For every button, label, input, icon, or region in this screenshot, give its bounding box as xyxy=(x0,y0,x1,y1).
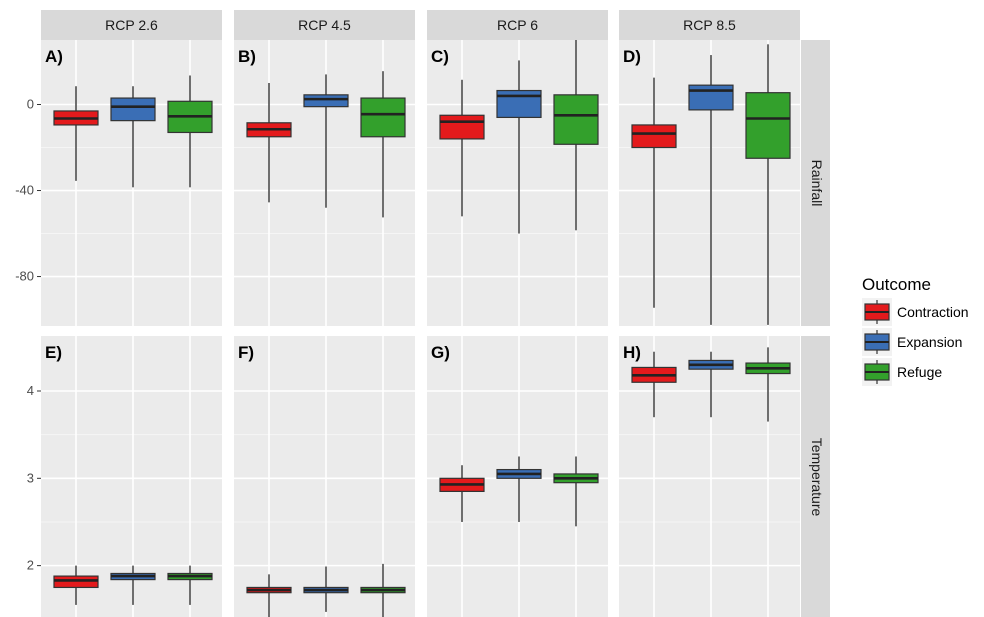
panel-tag-d: D) xyxy=(623,47,641,66)
y-tick-label: 2 xyxy=(27,558,34,573)
strip-label-rcp-4-5: RCP 4.5 xyxy=(298,17,351,33)
panel-background xyxy=(619,40,800,326)
strip-rainfall xyxy=(801,40,830,326)
box-expansion xyxy=(303,94,349,108)
box-refuge xyxy=(360,97,406,138)
panel-tag-g: G) xyxy=(431,343,450,362)
strip-label-rcp-8-5: RCP 8.5 xyxy=(683,17,736,33)
strip-temperature xyxy=(801,336,830,617)
box-expansion xyxy=(110,97,156,122)
box-refuge xyxy=(553,94,599,145)
legend-label-expansion: Expansion xyxy=(897,334,962,350)
panel-tag-c: C) xyxy=(431,47,449,66)
box-refuge xyxy=(745,92,791,159)
y-tick-label: -40 xyxy=(15,183,34,198)
panel-background xyxy=(234,40,415,326)
legend-label-refuge: Refuge xyxy=(897,364,942,380)
box-contraction xyxy=(53,575,99,589)
box-expansion xyxy=(688,84,734,111)
strip-rcp-8-5 xyxy=(619,10,800,40)
strip-rcp-2-6 xyxy=(41,10,222,40)
panel-tag-e: E) xyxy=(45,343,62,362)
strip-label-rcp-2-6: RCP 2.6 xyxy=(105,17,158,33)
panel-tag-a: A) xyxy=(45,47,63,66)
strip-label-rcp-6: RCP 6 xyxy=(497,17,538,33)
strip-label-rainfall: Rainfall xyxy=(809,160,825,207)
y-tick-label: 0 xyxy=(27,97,34,112)
strip-rcp-6 xyxy=(427,10,608,40)
legend-title: Outcome xyxy=(862,275,931,294)
panel-background xyxy=(427,40,608,326)
panel-background xyxy=(41,40,222,326)
legend-label-contraction: Contraction xyxy=(897,304,969,320)
box-contraction xyxy=(439,114,485,140)
y-tick-label: 4 xyxy=(27,383,34,398)
panel-tag-h: H) xyxy=(623,343,641,362)
strip-rcp-4-5 xyxy=(234,10,415,40)
box-expansion xyxy=(496,89,542,119)
box-contraction xyxy=(631,124,677,149)
panel-background xyxy=(234,336,415,617)
y-tick-label: -80 xyxy=(15,269,34,284)
panel-tag-f: F) xyxy=(238,343,254,362)
strip-label-temperature: Temperature xyxy=(809,438,825,517)
y-tick-label: 3 xyxy=(27,470,34,485)
panel-tag-b: B) xyxy=(238,47,256,66)
panel-background xyxy=(41,336,222,617)
